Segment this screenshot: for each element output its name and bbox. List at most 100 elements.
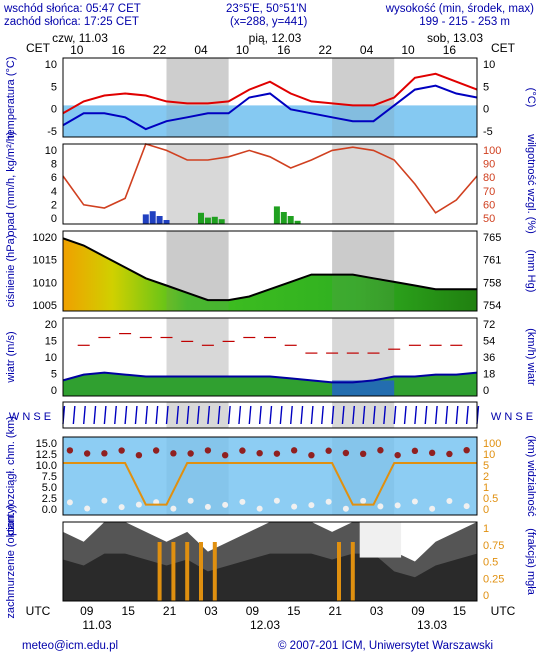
wind-arrow <box>341 405 345 425</box>
temp-tick-right: 5 <box>483 81 489 93</box>
precip-tick: 2 <box>51 199 57 211</box>
cloud-base-dot <box>429 505 436 512</box>
cloud-top-dot <box>187 450 194 457</box>
wind-kmh-tick: 36 <box>483 352 495 364</box>
footer-email[interactable]: meteo@icm.edu.pl <box>22 640 119 652</box>
cloud-base-dot <box>222 501 229 508</box>
wind-arrow <box>248 405 252 425</box>
cloud-height-tick: 10.0 <box>36 460 57 472</box>
cloud-height-tick: 15.0 <box>36 438 57 450</box>
hour-label-bottom: 03 <box>370 604 384 618</box>
precip-bar <box>142 214 149 224</box>
cloud-top-dot <box>342 449 350 457</box>
fog-tick: 0.5 <box>483 557 498 569</box>
wind-dir-label-right: W N S E <box>491 411 533 423</box>
pressure-tick: 1020 <box>33 232 57 244</box>
temp-tick: 0 <box>51 104 57 116</box>
wind-tick: 0 <box>51 385 57 397</box>
wind-arrow <box>465 405 469 425</box>
hour-label-top: 10 <box>401 43 415 57</box>
cloud-base-dot <box>308 502 315 509</box>
wind-axis-label: wiatr (m/s) <box>5 331 17 383</box>
visibility-tick: 10 <box>483 449 495 461</box>
cloud-top-dot <box>204 447 212 454</box>
humidity-line <box>62 143 478 214</box>
wind-arrow <box>238 405 242 425</box>
wind-arrow <box>331 405 335 425</box>
pressure-axis-label: ciśnienie (hPa) <box>5 235 17 308</box>
cloud-height-axis-label: pion. rozciągł. chm. (km) <box>5 416 17 536</box>
night-band <box>166 231 229 311</box>
cloud-top-dot <box>66 447 74 454</box>
wind-kmh-tick: 0 <box>483 385 489 397</box>
precip-axis-label: opad (mm/h, kg/m²/h) <box>5 131 17 236</box>
cloud-top-dot <box>394 451 401 459</box>
hour-label-top: 22 <box>153 43 167 57</box>
humidity-tick: 70 <box>483 186 495 198</box>
wind-kmh-tick: 54 <box>483 336 495 348</box>
tz-label-left: CET <box>26 41 51 55</box>
cloud-base-dot <box>170 505 177 512</box>
grid-label: (x=288, y=441) <box>230 16 308 28</box>
visibility-tick: 0.5 <box>483 493 498 505</box>
pressure-tick: 1005 <box>33 300 57 312</box>
hour-label-top: 16 <box>277 43 291 57</box>
hour-label-bottom: 09 <box>80 604 94 618</box>
precip-bar <box>163 220 170 224</box>
cloud-top-dot <box>377 447 384 454</box>
cloud-base-dot <box>446 498 453 505</box>
wind-arrow <box>196 405 200 425</box>
wind-arrow <box>103 405 107 425</box>
cloud-base-dot <box>291 503 298 510</box>
wind-tick: 10 <box>45 352 57 364</box>
wind-arrow <box>393 405 397 425</box>
cloud-base-dot <box>394 502 401 509</box>
wind-kmh-tick: 18 <box>483 369 495 381</box>
pressure-mm-tick: 765 <box>483 232 501 244</box>
pressure-mm-tick: 761 <box>483 255 501 267</box>
cloud-base-dot <box>377 503 384 510</box>
pressure-tick: 1010 <box>33 277 57 289</box>
cloud-top-dot <box>221 451 229 459</box>
precip-bar <box>211 216 218 224</box>
wind-arrow <box>269 405 273 425</box>
hour-label-top: 16 <box>443 43 457 57</box>
humidity-tick: 50 <box>483 213 495 225</box>
cloud-height-tick: 7.5 <box>42 471 57 483</box>
wind-arrow <box>445 405 449 425</box>
temp-tick-right: 10 <box>483 59 495 71</box>
wind-arrow <box>134 405 138 425</box>
wind-arrow <box>372 405 376 425</box>
cloud-height-tick: 0.0 <box>42 504 57 516</box>
night-band <box>332 144 395 224</box>
panel-border <box>62 230 478 312</box>
hour-label-top: 22 <box>319 43 333 57</box>
wind-arrow <box>455 405 459 425</box>
cloud-top-dot <box>239 447 246 454</box>
visibility-tick: 2 <box>483 471 489 483</box>
temp-axis-label: temperatura (°C) <box>5 56 17 138</box>
wind-arrow <box>403 405 407 425</box>
precip-bar <box>204 217 211 224</box>
wind-dir-label: W N S E <box>9 411 51 423</box>
hour-label-bottom: 15 <box>122 604 136 618</box>
pressure-line <box>62 237 477 302</box>
wind-arrow <box>383 405 387 425</box>
cloud-top-dot <box>273 450 281 457</box>
wind-arrow <box>414 405 418 425</box>
fog-bar <box>171 542 176 601</box>
precip-bar <box>273 206 280 224</box>
wind-arrow <box>114 405 117 425</box>
hour-label-top: 16 <box>112 43 126 57</box>
wind-arrow <box>290 405 293 425</box>
cloud-top-dot <box>446 450 453 458</box>
altitude-title: wysokość (min, środek, max) <box>385 3 534 15</box>
below-zero-area <box>63 105 477 137</box>
humidity-tick: 90 <box>483 159 495 171</box>
cloud-base-dot <box>463 503 470 510</box>
pressure-mm-tick: 754 <box>483 300 501 312</box>
cloud-top-dot <box>256 449 263 457</box>
cloud-top-dot <box>118 447 125 454</box>
cloud-base-dot <box>239 498 246 505</box>
night-band <box>166 144 229 224</box>
